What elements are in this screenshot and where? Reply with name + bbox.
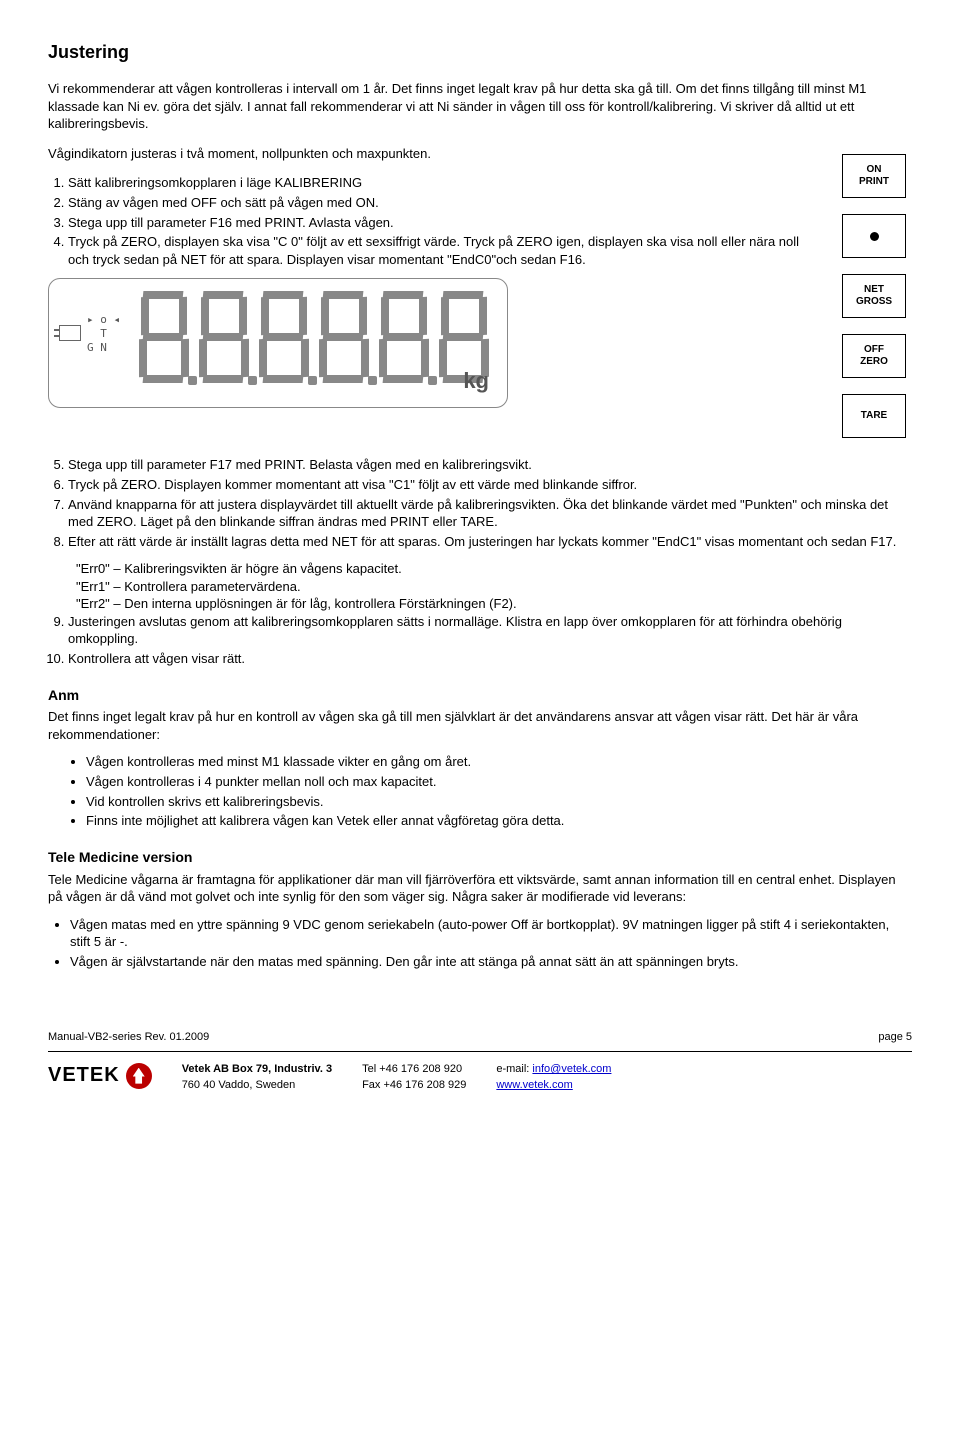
footer-phone: Tel +46 176 208 920 Fax +46 176 208 929 xyxy=(362,1062,466,1093)
steps-list-2: Stega upp till parameter F17 med PRINT. … xyxy=(48,456,912,550)
bullet: Vågen är självstartande när den matas me… xyxy=(70,953,912,971)
bullet: Finns inte möjlighet att kalibrera vågen… xyxy=(86,812,912,830)
btn-label: OFF xyxy=(864,344,884,356)
lcd-side-labels: ▸ o ◂ T G N xyxy=(87,313,120,354)
bullet: Vid kontrollen skrivs ett kalibreringsbe… xyxy=(86,793,912,811)
step: Sätt kalibreringsomkopplaren i läge KALI… xyxy=(68,174,822,192)
footer-links: e-mail: info@vetek.com www.vetek.com xyxy=(496,1062,611,1093)
step: Stega upp till parameter F16 med PRINT. … xyxy=(68,214,822,232)
page-title: Justering xyxy=(48,40,912,64)
steps-list-3: Justeringen avslutas genom att kalibreri… xyxy=(48,613,912,668)
lcd-digits xyxy=(135,289,491,385)
tele-bullets: Vågen matas med en yttre spänning 9 VDC … xyxy=(48,916,912,971)
footer-address: Vetek AB Box 79, Industriv. 3 760 40 Vad… xyxy=(182,1062,332,1093)
anm-heading: Anm xyxy=(48,686,912,705)
plug-icon xyxy=(59,325,81,341)
lcd-display: ▸ o ◂ T G N kg xyxy=(48,278,508,408)
off-zero-button[interactable]: OFF ZERO xyxy=(842,334,906,378)
steps-list-1: Sätt kalibreringsomkopplaren i läge KALI… xyxy=(48,174,822,268)
btn-label: ZERO xyxy=(860,356,888,368)
anm-bullets: Vågen kontrolleras med minst M1 klassade… xyxy=(48,753,912,829)
bullet: Vågen kontrolleras med minst M1 klassade… xyxy=(86,753,912,771)
err-line: "Err2" – Den interna upplösningen är för… xyxy=(48,595,912,613)
on-print-button[interactable]: ON PRINT xyxy=(842,154,906,198)
bullet: Vågen matas med en yttre spänning 9 VDC … xyxy=(70,916,912,951)
logo-text: VETEK xyxy=(48,1062,120,1089)
anm-text: Det finns inget legalt krav på hur en ko… xyxy=(48,708,912,743)
step: Stega upp till parameter F17 med PRINT. … xyxy=(68,456,912,474)
vetek-logo: VETEK xyxy=(48,1062,152,1089)
btn-label: PRINT xyxy=(859,176,889,188)
email-label: e-mail: xyxy=(496,1063,532,1075)
intro-p1: Vi rekommenderar att vågen kontrolleras … xyxy=(48,80,912,133)
tel: Tel +46 176 208 920 xyxy=(362,1062,466,1077)
email-link[interactable]: info@vetek.com xyxy=(532,1063,611,1075)
intro-p2: Vågindikatorn justeras i två moment, nol… xyxy=(48,145,912,163)
fax: Fax +46 176 208 929 xyxy=(362,1078,466,1093)
tele-heading: Tele Medicine version xyxy=(48,848,912,867)
addr1: Vetek AB Box 79, Industriv. 3 xyxy=(182,1063,332,1075)
step: Tryck på ZERO. Displayen kommer momentan… xyxy=(68,476,912,494)
step: Använd knapparna för att justera display… xyxy=(68,496,912,531)
lcd-unit: kg xyxy=(463,366,489,396)
btn-label: NET xyxy=(864,284,884,296)
dot-button[interactable] xyxy=(842,214,906,258)
intro-block: Vi rekommenderar att vågen kontrolleras … xyxy=(48,80,912,162)
tare-button[interactable]: TARE xyxy=(842,394,906,438)
footer-right: page 5 xyxy=(878,1030,912,1045)
step: Stäng av vågen med OFF och sätt på vågen… xyxy=(68,194,822,212)
footer-left: Manual-VB2-series Rev. 01.2009 xyxy=(48,1030,209,1045)
tele-text: Tele Medicine vågarna är framtagna för a… xyxy=(48,871,912,906)
step: Tryck på ZERO, displayen ska visa "C 0" … xyxy=(68,233,822,268)
page-footer: Manual-VB2-series Rev. 01.2009 page 5 VE… xyxy=(48,1030,912,1093)
web-link[interactable]: www.vetek.com xyxy=(496,1079,572,1091)
err-line: "Err0" – Kalibreringsvikten är högre än … xyxy=(48,560,912,578)
logo-mark-icon xyxy=(126,1063,152,1089)
step: Justeringen avslutas genom att kalibreri… xyxy=(68,613,912,648)
step: Kontrollera att vågen visar rätt. xyxy=(68,650,912,668)
net-gross-button[interactable]: NET GROSS xyxy=(842,274,906,318)
btn-label: TARE xyxy=(861,410,887,422)
step: Efter att rätt värde är inställt lagras … xyxy=(68,533,912,551)
err-line: "Err1" – Kontrollera parametervärdena. xyxy=(48,578,912,596)
bullet: Vågen kontrolleras i 4 punkter mellan no… xyxy=(86,773,912,791)
addr2: 760 40 Vaddo, Sweden xyxy=(182,1078,332,1093)
button-column: ON PRINT NET GROSS OFF ZERO TARE xyxy=(842,154,912,438)
btn-label: ON xyxy=(867,164,882,176)
btn-label: GROSS xyxy=(856,296,892,308)
